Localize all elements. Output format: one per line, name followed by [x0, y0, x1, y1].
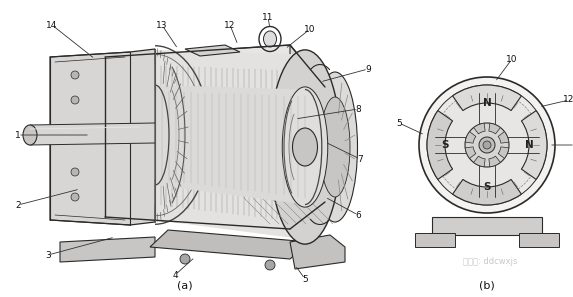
Text: S: S [441, 140, 449, 150]
Text: 11: 11 [262, 12, 274, 21]
Circle shape [71, 71, 79, 79]
Wedge shape [453, 85, 521, 110]
Ellipse shape [312, 72, 358, 222]
Polygon shape [105, 190, 325, 229]
Wedge shape [489, 123, 500, 134]
Ellipse shape [282, 87, 328, 207]
Ellipse shape [292, 128, 317, 166]
Text: 12: 12 [224, 20, 236, 29]
Circle shape [71, 193, 79, 201]
Text: 7: 7 [357, 154, 363, 164]
Circle shape [427, 85, 547, 205]
Polygon shape [105, 57, 140, 217]
Polygon shape [60, 237, 155, 262]
Circle shape [71, 168, 79, 176]
Polygon shape [290, 235, 345, 269]
Text: 4: 4 [572, 140, 573, 149]
Polygon shape [30, 123, 155, 145]
Polygon shape [155, 50, 305, 239]
Wedge shape [465, 132, 476, 143]
Ellipse shape [320, 97, 350, 197]
Text: 微信号: ddcwxjs: 微信号: ddcwxjs [463, 257, 517, 266]
Text: 13: 13 [156, 20, 168, 29]
Wedge shape [474, 123, 485, 134]
Circle shape [433, 91, 541, 199]
Polygon shape [50, 49, 155, 225]
Circle shape [180, 254, 190, 264]
Circle shape [479, 137, 495, 153]
Circle shape [465, 123, 509, 167]
Polygon shape [150, 230, 310, 259]
Text: (a): (a) [177, 280, 193, 290]
Text: 10: 10 [507, 55, 518, 64]
Text: 9: 9 [365, 64, 371, 73]
Ellipse shape [23, 125, 37, 145]
Ellipse shape [269, 50, 341, 244]
Wedge shape [465, 147, 476, 158]
Circle shape [483, 141, 491, 149]
Ellipse shape [264, 31, 277, 47]
Text: 2: 2 [15, 200, 21, 209]
FancyBboxPatch shape [432, 217, 542, 235]
Polygon shape [155, 85, 305, 205]
Wedge shape [521, 110, 547, 179]
Text: S: S [483, 182, 490, 192]
Text: 8: 8 [355, 105, 361, 113]
Text: N: N [525, 140, 533, 150]
Text: 5: 5 [302, 274, 308, 284]
Text: 4: 4 [172, 271, 178, 279]
Text: 12: 12 [563, 96, 573, 105]
Wedge shape [498, 132, 509, 143]
Circle shape [419, 77, 555, 213]
FancyBboxPatch shape [519, 233, 559, 247]
Polygon shape [290, 45, 325, 229]
Wedge shape [427, 110, 453, 179]
Wedge shape [489, 156, 500, 167]
Text: 1: 1 [15, 130, 21, 140]
Text: 5: 5 [396, 119, 402, 127]
Circle shape [71, 96, 79, 104]
Wedge shape [474, 156, 485, 167]
Polygon shape [185, 45, 240, 56]
Text: (b): (b) [479, 280, 495, 290]
Text: 14: 14 [46, 20, 58, 29]
Text: 6: 6 [355, 211, 361, 219]
Polygon shape [105, 45, 325, 100]
Text: N: N [482, 98, 492, 108]
FancyBboxPatch shape [415, 233, 455, 247]
Text: 3: 3 [45, 250, 51, 260]
Wedge shape [498, 147, 509, 158]
Wedge shape [453, 179, 521, 205]
Circle shape [265, 260, 275, 270]
Text: 10: 10 [304, 24, 316, 34]
